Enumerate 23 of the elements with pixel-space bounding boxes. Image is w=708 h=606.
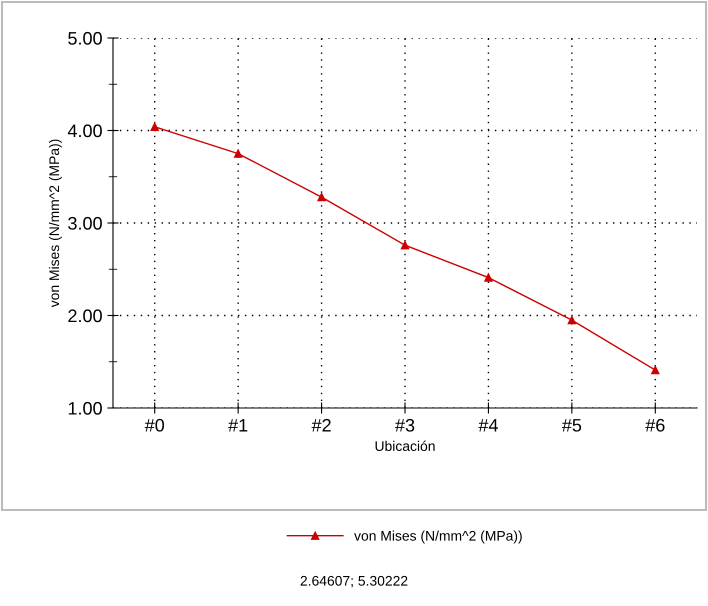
x-tick-label: #2 [312,418,331,432]
text: 2.64607; 5.30222 [300,576,408,588]
legend-label: von Mises (N/mm^2 (MPa)) [354,530,522,544]
x-tick-label: #3 [395,418,414,432]
y-tick-label: 4.00 [68,124,102,138]
point [317,192,326,202]
x-tick-label: #4 [478,419,498,432]
x-axis-title: Ubicación [376,440,435,452]
x-tick-label: #1 [228,419,248,432]
x-tick-label: #0 [144,418,164,432]
point [651,366,660,374]
x-tick-label: #5 [562,419,582,432]
point [484,273,493,282]
y-tick-label: 1.00 [68,402,102,415]
x-tick-label: #6 [645,418,665,432]
point [150,122,159,131]
y-axis-title: von Mises (N/mm^2 (MPa)) [48,140,62,308]
y-tick-label: 3.00 [68,216,102,230]
point [568,316,576,324]
y-tick-label: 2.00 [68,309,102,322]
point [234,149,242,158]
point [400,241,410,250]
y-tick-label: 5.00 [68,32,102,45]
